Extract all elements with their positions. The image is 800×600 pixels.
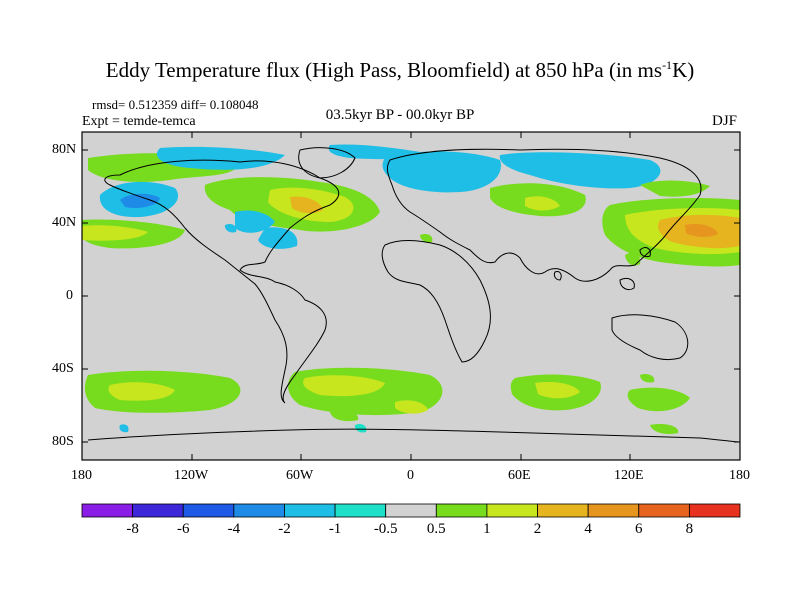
lat-label-80n: 80N xyxy=(52,142,77,157)
lat-label-40n: 40N xyxy=(52,215,77,230)
anomaly-field xyxy=(82,144,740,435)
colorbar-tick-label: -1 xyxy=(328,521,342,537)
lon-label-180w: 180 xyxy=(71,468,92,483)
period-label: 03.5kyr BP - 00.0kyr BP xyxy=(325,107,475,123)
colorbar-tick-label: 1 xyxy=(483,521,491,537)
colorbar-swatch xyxy=(284,503,336,518)
colorbar-swatch xyxy=(486,503,538,518)
colorbar-tick-label: -6 xyxy=(176,521,190,537)
season-label: DJF xyxy=(712,113,738,129)
plot-title: Eddy Temperature flux (High Pass, Bloomf… xyxy=(105,58,695,82)
lat-label-40s: 40S xyxy=(52,361,74,376)
colorbar-tick-label: 8 xyxy=(685,521,694,537)
colorbar-tick-label: -4 xyxy=(227,521,241,537)
lon-label-0: 0 xyxy=(407,468,414,483)
colorbar xyxy=(81,503,741,518)
colorbar-swatch xyxy=(334,503,387,518)
experiment-label: Expt = temde-temca xyxy=(82,114,196,129)
stats-text: rmsd= 0.512359 diff= 0.108048 xyxy=(92,97,259,112)
coastlines xyxy=(87,147,740,443)
lon-label-120w: 120W xyxy=(174,468,209,483)
colorbar-swatch xyxy=(233,503,285,518)
colorbar-swatch xyxy=(435,503,488,518)
lon-label-60w: 60W xyxy=(286,468,314,483)
colorbar-tick-label: -8 xyxy=(126,521,139,537)
colorbar-tick-label: 4 xyxy=(584,521,592,537)
axis-ticks xyxy=(81,132,741,460)
colorbar-swatch xyxy=(688,503,741,518)
lat-label-80s: 80S xyxy=(52,434,74,449)
colorbar-tick-label: 0.5 xyxy=(426,521,446,537)
colorbar-swatch xyxy=(537,503,589,518)
lon-label-120e: 120E xyxy=(614,468,644,483)
colorbar-swatch xyxy=(132,503,184,518)
colorbar-tick-label: -2 xyxy=(278,521,291,537)
colorbar-swatch xyxy=(385,503,437,518)
lat-label-0: 0 xyxy=(66,288,73,303)
colorbar-swatch xyxy=(81,503,134,518)
colorbar-tick-label: -0.5 xyxy=(373,521,398,537)
lon-label-60e: 60E xyxy=(508,468,531,483)
colorbar-swatch xyxy=(638,503,690,518)
colorbar-swatch xyxy=(182,503,235,518)
lon-label-180e: 180 xyxy=(729,468,750,483)
colorbar-swatch xyxy=(587,503,640,518)
colorbar-tick-label: 6 xyxy=(635,521,643,537)
colorbar-tick-label: 2 xyxy=(533,521,542,537)
